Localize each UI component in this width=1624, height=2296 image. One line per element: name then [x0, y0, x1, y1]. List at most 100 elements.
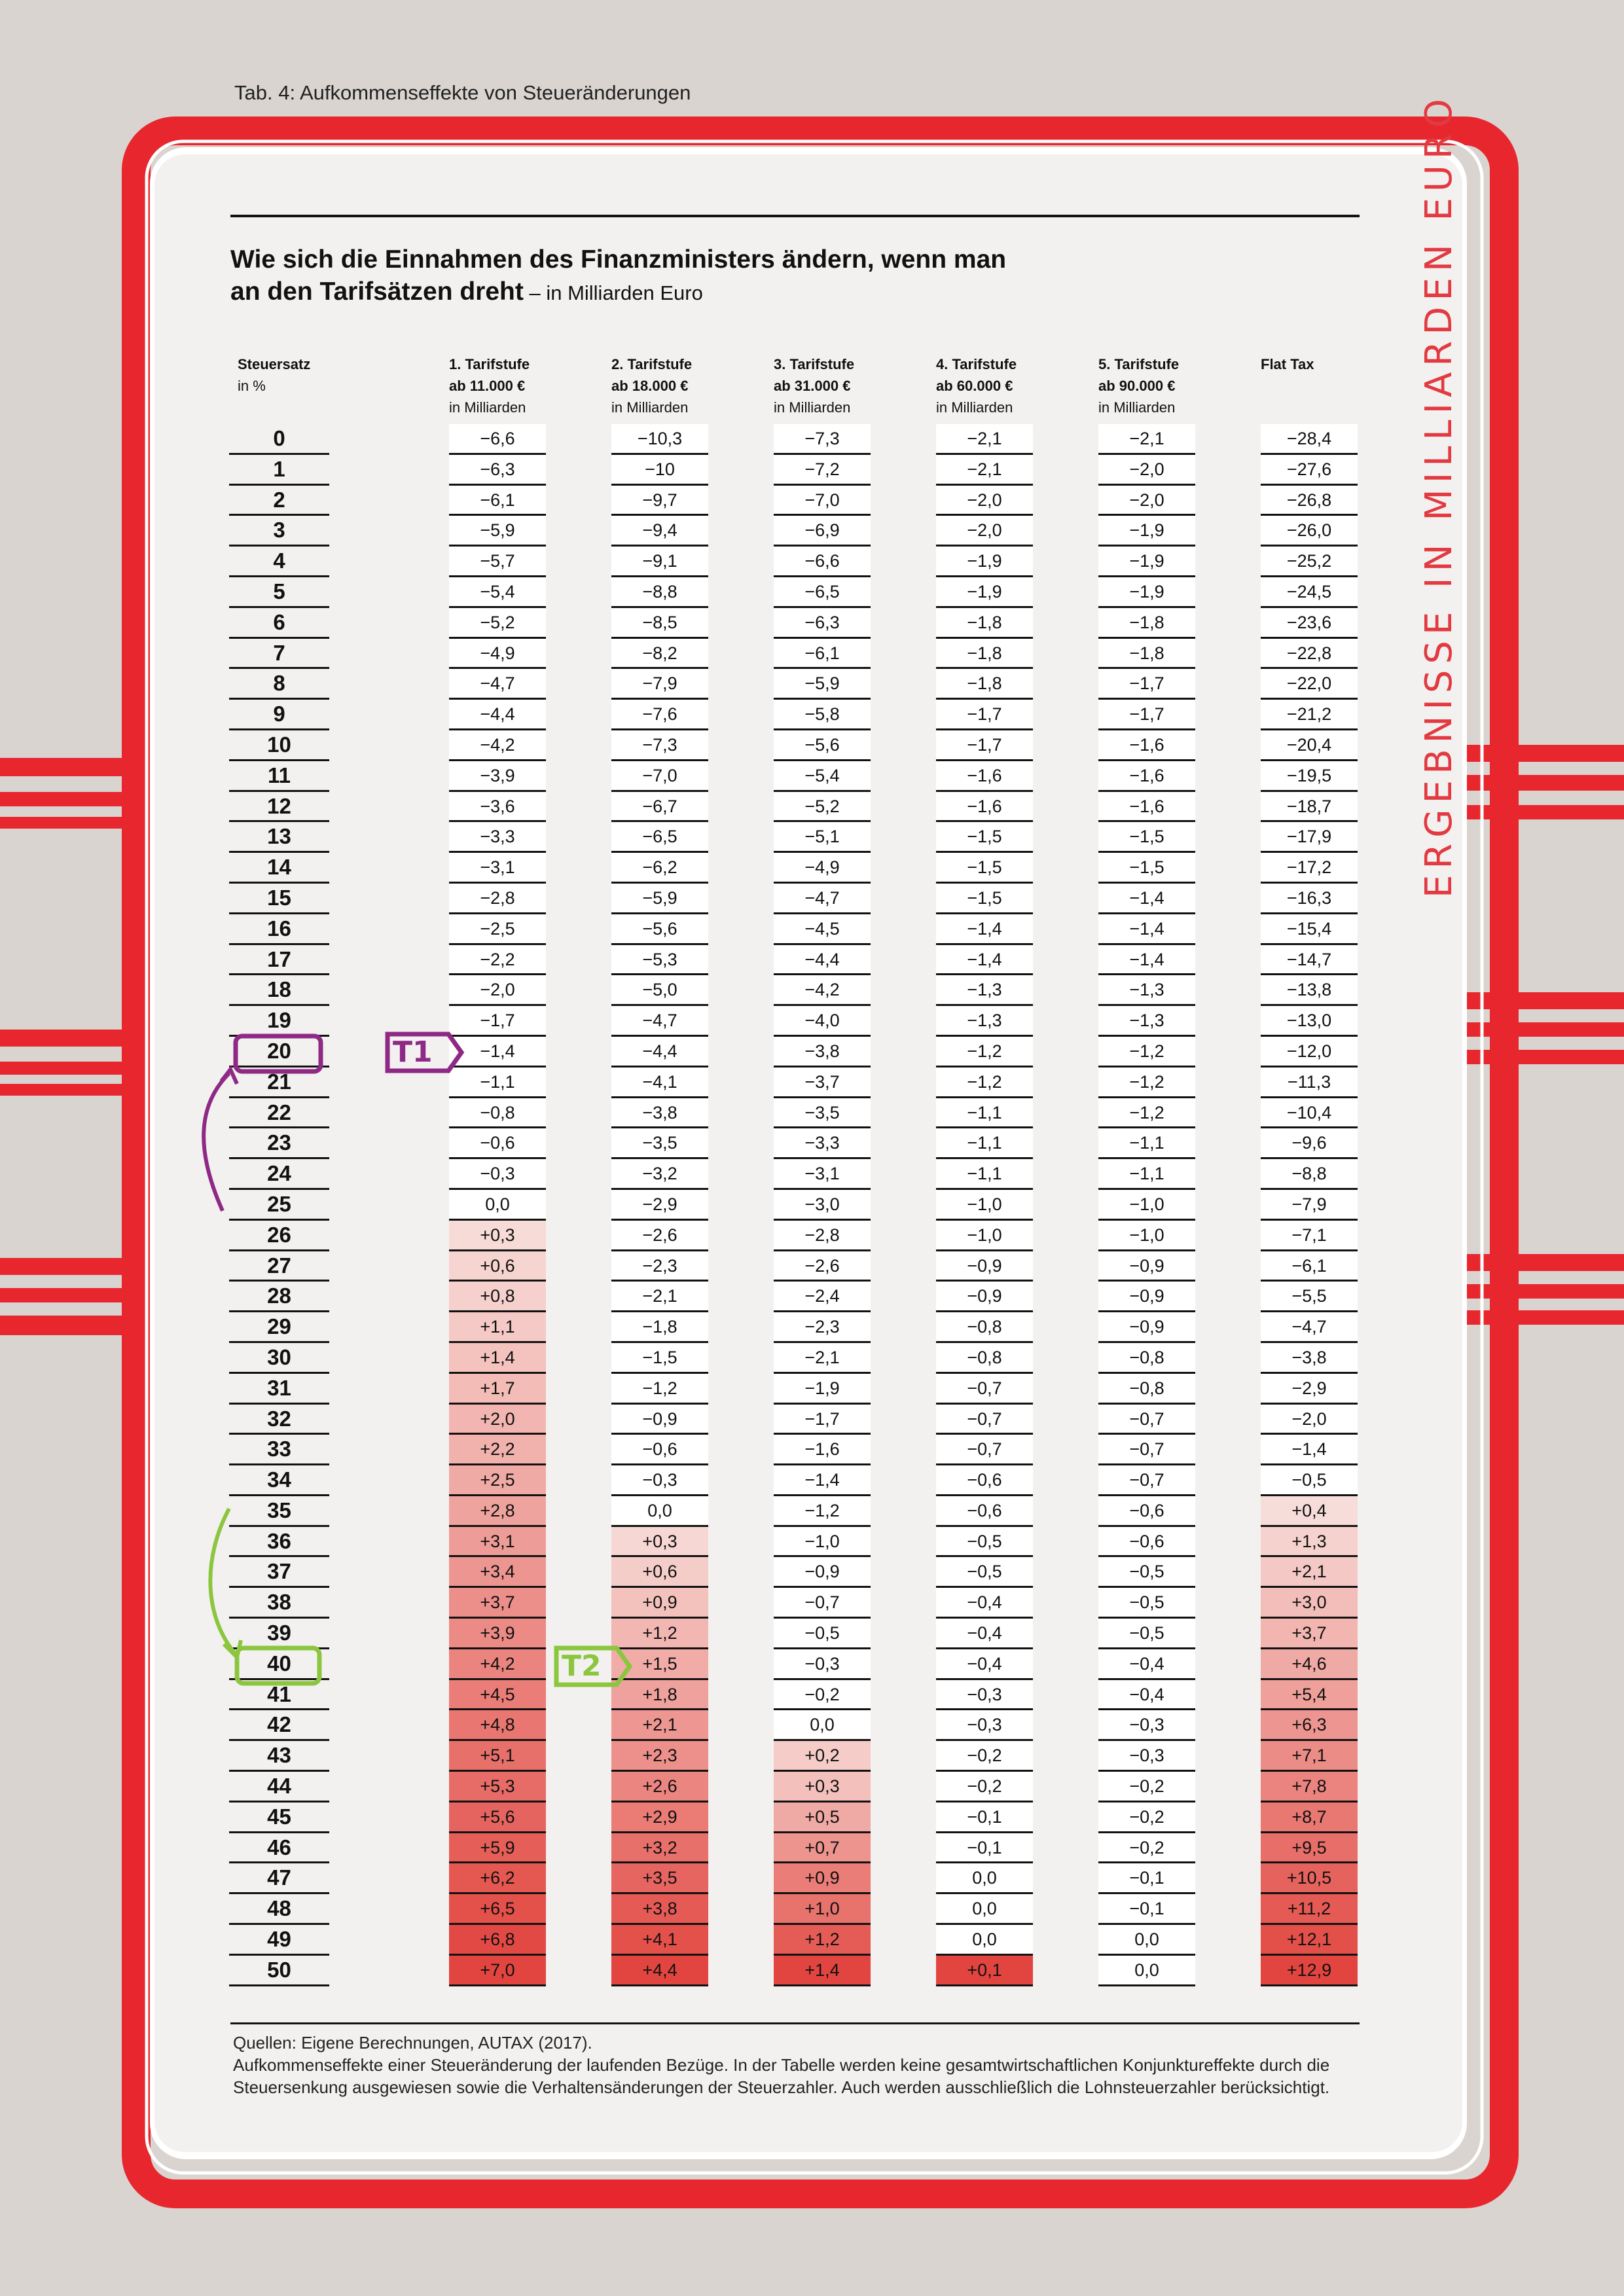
value-cell: −0,5: [1098, 1619, 1195, 1649]
value-cell: −4,9: [449, 638, 546, 670]
value-cell: −1,9: [936, 547, 1033, 577]
value-cell: −5,9: [774, 669, 871, 700]
flat-tax-column: −28,4 −27,6 −26,8 −26,0 −25,2 −24,5 −23,6 −22,8…: [1261, 424, 1358, 1986]
t2-tag: T2: [562, 1649, 602, 1683]
value-cell: −0,2: [1098, 1833, 1195, 1864]
value-cell: −0,7: [936, 1373, 1033, 1405]
value-cell: −5,1: [774, 822, 871, 853]
value-cell: −0,9: [1098, 1312, 1195, 1343]
value-cell: −0,3: [1098, 1710, 1195, 1742]
value-cell: 0,0: [1098, 1925, 1195, 1956]
rate-cell: 13: [229, 822, 329, 853]
value-cell: −0,3: [936, 1679, 1033, 1711]
value-cell: −0,3: [1098, 1741, 1195, 1772]
value-cell: −14,7: [1261, 944, 1358, 976]
value-cell: +3,7: [449, 1588, 546, 1619]
value-cell: −5,6: [774, 730, 871, 761]
value-cell: −1,7: [774, 1404, 871, 1435]
value-cell: −13,0: [1261, 1006, 1358, 1037]
value-cell: +4,2: [449, 1649, 546, 1680]
value-cell: −1,4: [1098, 883, 1195, 914]
value-cell: −21,2: [1261, 700, 1358, 730]
value-cell: −1,2: [774, 1496, 871, 1527]
value-cell: −6,1: [449, 485, 546, 516]
value-cell: −2,3: [774, 1312, 871, 1343]
value-cell: −0,5: [1098, 1557, 1195, 1588]
value-cell: +0,9: [774, 1863, 871, 1895]
stufe4-column: −2,1 −2,1 −2,0 −2,0 −1,9 −1,9 −1,8 −1,8 −1,8 −1,7…: [936, 424, 1033, 1986]
value-cell: −26,8: [1261, 485, 1358, 516]
value-cell: −5,5: [1261, 1282, 1358, 1313]
value-cell: −18,7: [1261, 791, 1358, 823]
value-cell: −1,9: [1098, 577, 1195, 608]
value-cell: +5,6: [449, 1802, 546, 1833]
value-cell: −2,1: [774, 1342, 871, 1374]
value-cell: −7,3: [611, 730, 708, 761]
value-cell: −3,5: [611, 1128, 708, 1160]
value-cell: −5,8: [774, 700, 871, 730]
value-cell: +0,2: [774, 1741, 871, 1772]
value-cell: −27,6: [1261, 454, 1358, 486]
value-cell: −1,0: [1098, 1189, 1195, 1221]
value-cell: +3,1: [449, 1526, 546, 1558]
value-cell: −17,2: [1261, 853, 1358, 884]
value-cell: −23,6: [1261, 607, 1358, 639]
value-cell: +2,5: [449, 1465, 546, 1496]
value-cell: −6,6: [774, 547, 871, 577]
value-cell: −0,7: [774, 1588, 871, 1619]
value-cell: +1,8: [611, 1679, 708, 1711]
value-cell: −4,7: [449, 669, 546, 700]
value-cell: −1,0: [936, 1220, 1033, 1251]
value-cell: +7,8: [1261, 1772, 1358, 1803]
value-cell: −0,4: [936, 1649, 1033, 1680]
value-cell: +4,4: [611, 1955, 708, 1986]
value-cell: −0,7: [936, 1435, 1033, 1466]
rate-cell: 20: [229, 1037, 329, 1067]
value-cell: −3,1: [774, 1159, 871, 1190]
value-cell: −2,6: [611, 1220, 708, 1251]
rate-cell: 32: [229, 1405, 329, 1435]
value-cell: −0,1: [936, 1802, 1033, 1833]
value-cell: +2,2: [449, 1435, 546, 1466]
heading-unit: – in Milliarden Euro: [523, 281, 703, 304]
rate-cell: 38: [229, 1588, 329, 1619]
value-cell: −13,8: [1261, 975, 1358, 1007]
rate-cell: 17: [229, 945, 329, 976]
rate-cell: 7: [229, 639, 329, 670]
value-cell: −1,8: [936, 638, 1033, 670]
header-stufe1: 1. Tarifstufe ab 11.000 € in Milliarden: [449, 356, 530, 416]
value-cell: −0,1: [1098, 1894, 1195, 1926]
value-cell: −1,9: [774, 1373, 871, 1405]
value-cell: −28,4: [1261, 424, 1358, 455]
value-cell: +1,7: [449, 1373, 546, 1405]
value-cell: −2,8: [774, 1220, 871, 1251]
value-cell: −2,2: [449, 944, 546, 976]
value-cell: 0,0: [936, 1894, 1033, 1926]
sources-line: Quellen: Eigene Berechnungen, AUTAX (201…: [233, 2033, 592, 2053]
value-cell: −1,1: [936, 1098, 1033, 1129]
value-cell: −3,5: [774, 1098, 871, 1129]
rate-cell: 9: [229, 700, 329, 730]
value-cell: −4,7: [1261, 1312, 1358, 1343]
value-cell: −1,4: [936, 914, 1033, 945]
value-cell: −2,0: [1098, 485, 1195, 516]
value-cell: −1,5: [936, 822, 1033, 853]
value-cell: −3,2: [611, 1159, 708, 1190]
value-cell: −1,9: [1098, 547, 1195, 577]
value-cell: −5,9: [449, 516, 546, 547]
value-cell: −4,2: [774, 975, 871, 1007]
rate-cell: 49: [229, 1925, 329, 1956]
value-cell: −0,4: [936, 1588, 1033, 1619]
value-cell: −1,2: [611, 1373, 708, 1405]
value-cell: −1,2: [936, 1067, 1033, 1098]
value-cell: +4,6: [1261, 1649, 1358, 1680]
value-cell: +4,5: [449, 1679, 546, 1711]
value-cell: 0,0: [936, 1925, 1033, 1956]
value-cell: −10: [611, 454, 708, 486]
rate-cell: 19: [229, 1006, 329, 1037]
header-stufe3: 3. Tarifstufe ab 31.000 € in Milliarden: [774, 356, 855, 416]
value-cell: +10,5: [1261, 1863, 1358, 1895]
rate-cell: 11: [229, 761, 329, 792]
value-cell: +3,5: [611, 1863, 708, 1895]
value-cell: −9,1: [611, 547, 708, 577]
